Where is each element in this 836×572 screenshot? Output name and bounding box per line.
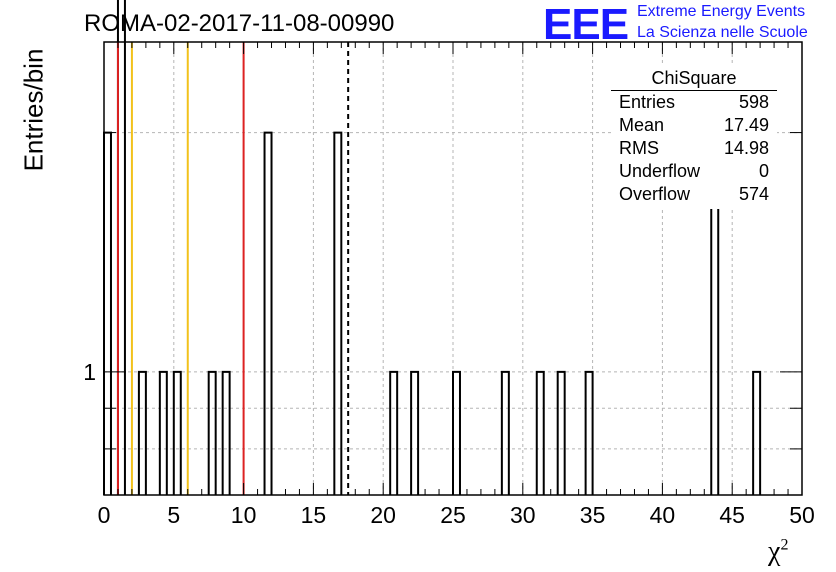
eee-logo: EEE: [543, 0, 629, 49]
histogram-bin-17: [752, 370, 762, 495]
histogram-bin-4: [172, 370, 182, 495]
y-axis-label: Entries/bin: [18, 48, 49, 172]
x-tick-label: 15: [301, 502, 327, 528]
histogram-bin-13: [535, 370, 545, 495]
x-tick-label: 40: [650, 502, 676, 528]
histogram-bin-10: [410, 370, 420, 495]
stats-row-underflow: Underflow 0: [619, 161, 769, 181]
histogram-bin-14: [556, 370, 566, 495]
stats-box: ChiSquare Entries 598 Mean 17.49 RMS 14.98 …: [611, 66, 777, 206]
histogram-bin-11: [452, 370, 461, 495]
histogram-bin-6: [221, 370, 231, 495]
x-tick-label: 10: [231, 502, 257, 528]
histogram-bin-8: [333, 131, 343, 495]
stats-box-bg: [611, 66, 777, 209]
histogram-bin-3: [158, 370, 168, 495]
x-tick-label: 20: [370, 502, 396, 528]
histogram-bin-5: [207, 370, 217, 495]
histogram-bin-7: [263, 131, 273, 495]
x-axis-label: χ2: [768, 536, 789, 567]
x-tick-label: 35: [580, 502, 606, 528]
logo-line-2: La Scienza nelle Scuole: [637, 24, 808, 41]
x-tick-label: 45: [719, 502, 745, 528]
y-tick-label: 1: [83, 359, 96, 385]
histogram-bin-9: [389, 370, 399, 495]
x-tick-label: 5: [167, 502, 180, 528]
logo-line-1: Extreme Energy Events: [637, 3, 806, 20]
x-tick-label: 25: [440, 502, 466, 528]
stats-row-overflow: Overflow 574: [619, 184, 769, 204]
histogram-bin-12: [500, 370, 510, 495]
x-tick-label: 0: [98, 502, 111, 528]
run-title: ROMA-02-2017-11-08-00990: [84, 10, 395, 37]
stats-title: ChiSquare: [611, 66, 777, 91]
histogram-bin-1: [116, 0, 126, 495]
stats-row-entries: Entries 598: [619, 92, 769, 112]
x-tick-label: 30: [510, 502, 536, 528]
stats-row-rms: RMS 14.98: [619, 138, 769, 158]
histogram-bin-0: [103, 131, 112, 495]
histogram-bin-2: [137, 370, 147, 495]
x-tick-label: 50: [789, 502, 815, 528]
histogram-bin-15: [584, 370, 594, 495]
stats-row-mean: Mean 17.49: [619, 115, 769, 135]
